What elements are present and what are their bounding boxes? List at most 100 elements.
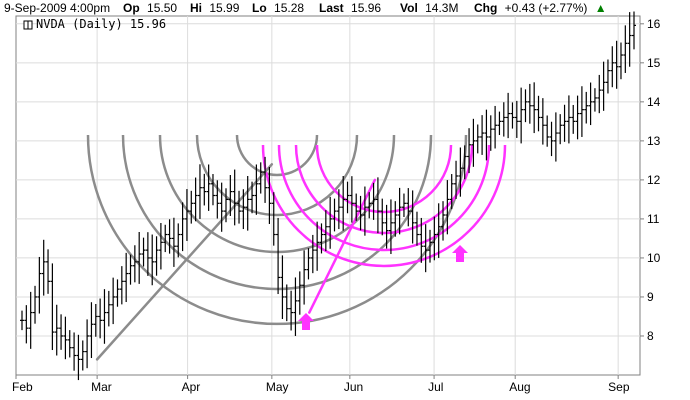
header-high: Hi 15.99	[190, 1, 240, 15]
price-bar	[176, 223, 181, 258]
price-bar	[367, 192, 372, 219]
price-bar	[558, 114, 563, 145]
price-bar	[406, 188, 411, 227]
arc-drawings	[86, 134, 507, 326]
price-bar	[497, 111, 502, 136]
price-bar	[432, 216, 437, 261]
price-bar	[241, 189, 246, 230]
price-bar	[605, 59, 610, 94]
price-bar	[115, 279, 120, 307]
y-tick-label: 11	[647, 212, 660, 226]
price-bar	[280, 255, 285, 320]
price-bar	[410, 190, 415, 244]
price-bar	[592, 88, 597, 112]
magenta-arc	[294, 144, 474, 235]
price-bar	[401, 193, 406, 217]
price-bar	[341, 175, 346, 231]
price-bar	[527, 83, 532, 124]
price-bar	[171, 217, 176, 267]
header-last: Last 15.96	[319, 1, 381, 15]
price-bar	[20, 310, 24, 331]
price-bar	[306, 248, 311, 280]
magenta-arc	[261, 144, 507, 268]
y-tick-label: 13	[647, 134, 661, 148]
price-bar	[237, 190, 242, 224]
price-bar	[601, 61, 606, 111]
price-bar	[145, 232, 150, 276]
price-bar	[566, 95, 571, 144]
price-bar	[358, 195, 363, 231]
magenta-arc	[277, 144, 491, 252]
header-change: Chg +0.43 (+2.77%) ▲	[474, 1, 607, 15]
price-bar	[276, 217, 281, 295]
header-open: Op 15.50	[123, 1, 177, 15]
price-bar	[24, 305, 29, 344]
price-bar	[575, 95, 580, 140]
trendline-drawings	[95, 163, 377, 361]
price-bar	[263, 156, 268, 203]
x-tick-label: Sep	[608, 380, 630, 394]
gray-arc	[86, 134, 468, 326]
magenta-trendline	[308, 178, 377, 314]
gray-arc	[195, 134, 359, 217]
price-bar	[553, 112, 558, 162]
price-bar	[85, 319, 90, 369]
price-bar	[33, 285, 38, 324]
x-tick-label: Jul	[428, 380, 443, 394]
price-bar	[428, 229, 432, 263]
y-tick-label: 12	[647, 173, 661, 187]
price-bar	[462, 145, 467, 180]
price-bar	[375, 177, 380, 234]
up-arrow-icon	[298, 313, 314, 330]
price-bar	[414, 211, 419, 246]
price-bar	[562, 104, 567, 142]
price-bar	[137, 231, 142, 284]
price-bar	[254, 164, 259, 215]
price-bar	[610, 46, 615, 88]
price-bar	[419, 217, 424, 263]
price-bar	[163, 224, 168, 253]
price-bar	[128, 254, 133, 285]
price-bar	[488, 115, 493, 151]
price-bar	[393, 201, 398, 237]
price-bar	[449, 174, 454, 210]
price-bar	[28, 291, 33, 349]
x-tick-label: Aug	[509, 380, 530, 394]
price-bar	[297, 271, 302, 315]
price-bar	[549, 121, 554, 157]
price-bar	[302, 250, 307, 305]
price-bar	[454, 160, 459, 200]
price-bar	[210, 174, 215, 206]
price-bar	[289, 290, 294, 331]
price-bar	[345, 181, 350, 214]
price-bar	[119, 266, 124, 305]
price-bar	[519, 87, 524, 144]
price-bar	[150, 234, 155, 286]
gray-trendline	[95, 163, 274, 361]
price-bar	[102, 289, 107, 344]
price-bar	[98, 298, 103, 339]
price-bar	[80, 340, 85, 371]
x-tick-label: Jun	[344, 380, 363, 394]
y-tick-label: 14	[647, 95, 661, 109]
price-bar	[458, 147, 463, 197]
price-bar	[215, 180, 220, 219]
price-bar	[250, 181, 255, 214]
price-bar	[475, 124, 480, 154]
price-bar	[89, 302, 94, 359]
price-bar	[445, 180, 450, 235]
price-bar	[158, 223, 163, 270]
price-bar	[111, 277, 116, 325]
price-bar	[436, 203, 441, 258]
price-bar	[180, 202, 185, 252]
y-tick-label: 9	[647, 290, 654, 304]
price-bar	[72, 332, 77, 371]
price-bar	[193, 177, 198, 222]
price-bar	[354, 193, 359, 221]
price-bar	[380, 198, 385, 236]
gray-arc	[158, 134, 396, 254]
gray-arc	[235, 134, 319, 177]
price-bar	[588, 82, 593, 126]
